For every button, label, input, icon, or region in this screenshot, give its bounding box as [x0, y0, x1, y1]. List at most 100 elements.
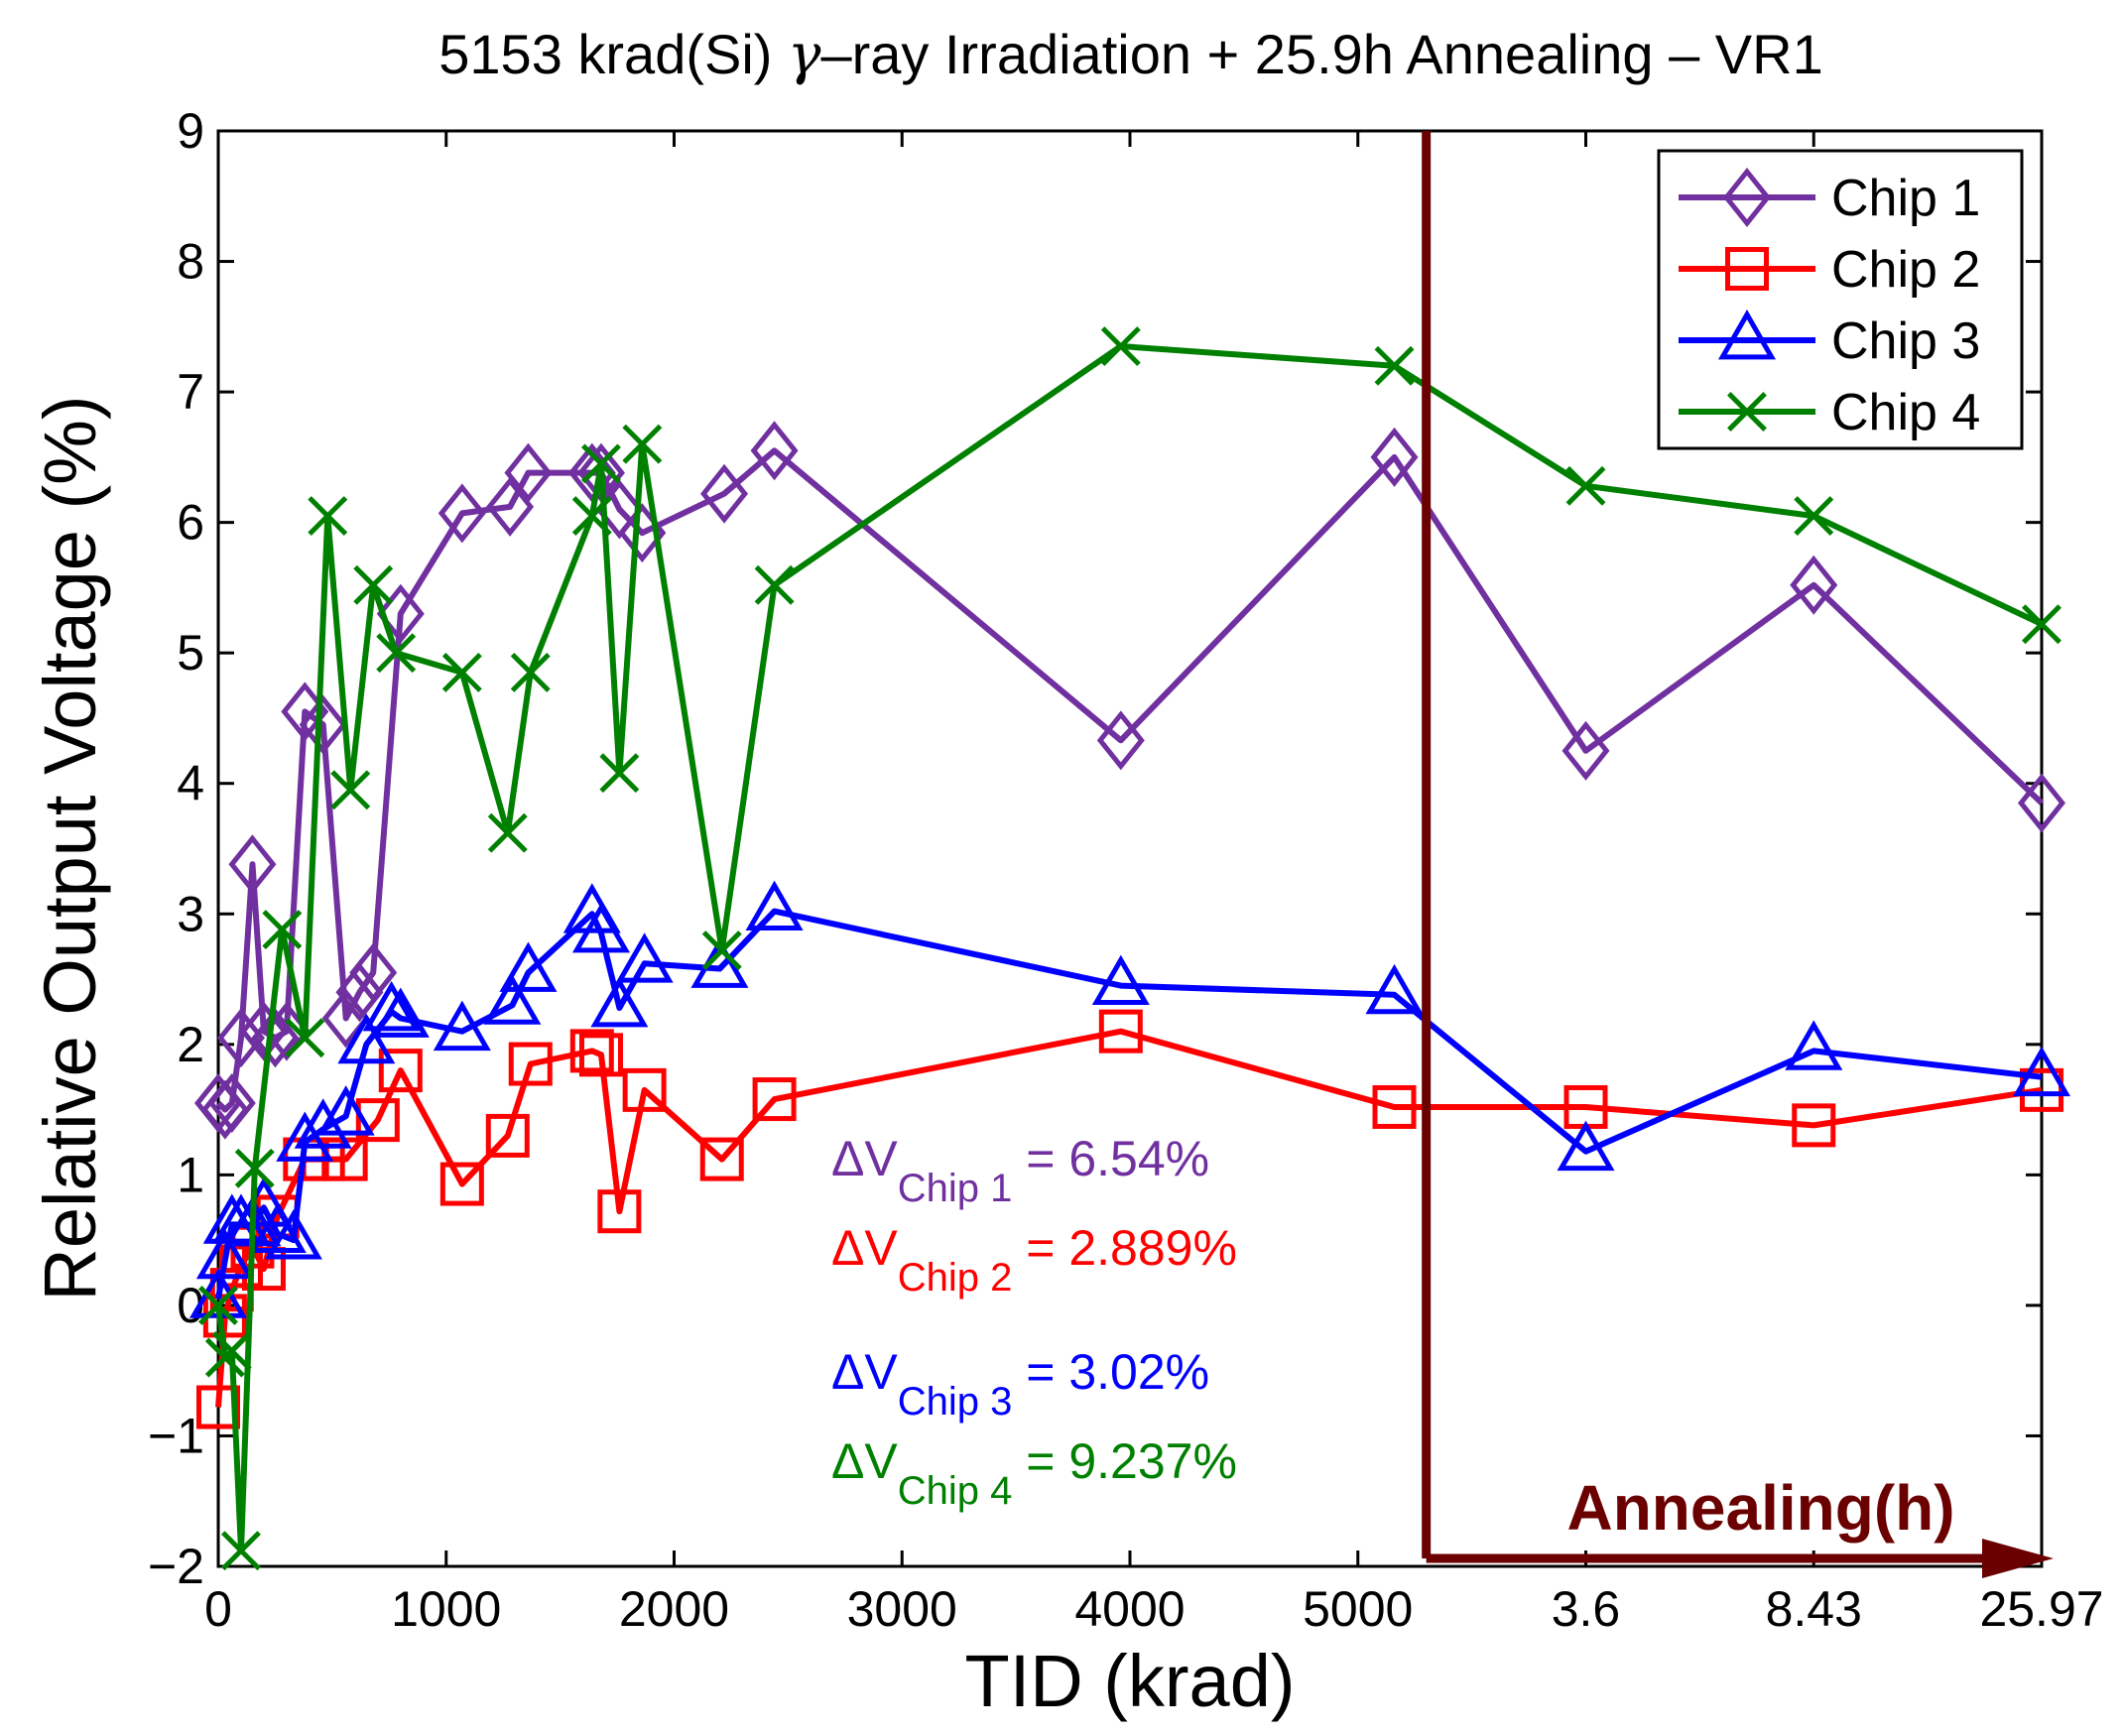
delta-v-subscript: Chip 2 — [898, 1256, 1013, 1300]
diamond-marker — [1722, 167, 1772, 228]
x-marker — [353, 564, 394, 605]
delta-v-value: = 3.02% — [1012, 1344, 1209, 1400]
delta-v-subscript: Chip 1 — [898, 1167, 1013, 1210]
triangle-marker — [362, 980, 421, 1032]
triangle-marker — [337, 1013, 396, 1064]
x-marker-stroke — [221, 1531, 261, 1571]
x-marker — [1794, 496, 1834, 537]
diamond-marker — [2017, 773, 2066, 833]
delta-v-value: = 6.54% — [1012, 1131, 1209, 1186]
diamond-marker — [1790, 555, 1838, 615]
diamond-marker — [1561, 720, 1610, 781]
triangle-marker — [264, 1209, 322, 1260]
x-marker-stroke — [1727, 392, 1767, 432]
square-marker — [699, 1137, 744, 1181]
x-marker — [376, 633, 417, 674]
y-tick-label: 5 — [177, 625, 204, 681]
diamond-marker — [700, 463, 749, 524]
square-marker — [752, 1077, 797, 1122]
triangle-marker — [371, 987, 430, 1038]
delta-v-chip3: ΔVChip 3 = 3.02% — [831, 1344, 1209, 1424]
square-marker — [597, 1189, 642, 1234]
square-marker — [1098, 1009, 1143, 1054]
square-marker — [1792, 1103, 1836, 1148]
triangle-marker — [195, 1228, 254, 1280]
triangle-marker — [316, 1085, 375, 1136]
diamond-marker — [567, 442, 616, 503]
x-marker-stroke — [581, 443, 621, 484]
diamond-marker — [1096, 710, 1145, 771]
diamond-marker — [750, 421, 799, 481]
legend-label: Chip 4 — [1831, 384, 1980, 441]
x-marker-stroke — [1565, 465, 1606, 506]
legend-entry-chip2: Chip 2 — [1679, 241, 1980, 299]
diamond-marker — [335, 962, 384, 1023]
triangle-marker — [590, 976, 649, 1028]
diamond-marker — [207, 1073, 256, 1134]
legend-entry-chip1: Chip 1 — [1679, 167, 1980, 228]
square-marker — [578, 1033, 623, 1077]
y-tick-label: 2 — [177, 1017, 204, 1072]
x-marker-stroke — [754, 564, 795, 605]
x-marker-stroke — [198, 1285, 238, 1325]
x-tick-label: 3.6 — [1552, 1581, 1621, 1637]
square-marker — [1372, 1084, 1417, 1129]
x-marker-stroke — [1374, 345, 1415, 386]
chip3-line — [215, 908, 2043, 1300]
delta-v-symbol: ΔV — [831, 1220, 898, 1276]
square-marker — [439, 1162, 484, 1206]
delta-v-subscript: Chip 4 — [898, 1469, 1013, 1513]
chip1-line — [215, 447, 2045, 1113]
x-marker-stroke — [285, 1018, 325, 1058]
x-marker-stroke — [1100, 326, 1141, 367]
y-tick-label: −1 — [148, 1408, 204, 1463]
x-marker-stroke — [599, 753, 640, 794]
diamond-marker — [349, 942, 398, 1003]
legend-entry-chip3: Chip 3 — [1679, 309, 1980, 370]
series-chip4 — [198, 326, 2061, 1571]
x-marker — [571, 496, 612, 537]
x-axis-label: TID (krad) — [965, 1640, 1296, 1722]
x-marker — [1727, 392, 1767, 432]
diamond-marker — [299, 694, 347, 755]
chart-title-gamma: γ — [788, 23, 821, 87]
x-marker-stroke — [1794, 496, 1834, 537]
triangle-marker — [499, 941, 558, 992]
legend-entry-chip4: Chip 4 — [1679, 384, 1980, 441]
delta-v-chip2: ΔVChip 2 = 2.889% — [831, 1220, 1237, 1300]
chart-title: 5153 krad(Si) γ–ray Irradiation + 25.9h … — [438, 23, 1822, 87]
diamond-marker — [216, 1008, 265, 1068]
triangle-marker — [248, 1202, 307, 1253]
delta-v-symbol: ΔV — [831, 1131, 898, 1186]
x-marker — [622, 424, 663, 464]
x-marker-stroke — [353, 564, 394, 605]
triangle-marker — [294, 1098, 352, 1149]
x-marker — [581, 443, 621, 484]
x-marker — [262, 910, 303, 950]
x-marker-stroke — [487, 812, 528, 853]
series-chip1 — [193, 421, 2066, 1140]
delta-v-annotations: ΔVChip 1 = 6.54%ΔVChip 2 = 2.889%ΔVChip … — [831, 1131, 1237, 1513]
x-marker — [1100, 326, 1141, 367]
square-marker — [1725, 247, 1769, 291]
chart-title-main: 5153 krad(Si) — [438, 23, 788, 85]
y-tick-label: 9 — [177, 103, 204, 159]
x-tick-label: 4000 — [1074, 1581, 1185, 1637]
square-marker — [569, 1029, 614, 1073]
x-marker — [330, 770, 371, 810]
delta-v-value: = 2.889% — [1012, 1220, 1237, 1276]
x-marker — [285, 1018, 325, 1058]
x-marker — [754, 564, 795, 605]
x-marker — [701, 930, 742, 971]
x-marker-stroke — [701, 930, 742, 971]
y-tick-label: 8 — [177, 234, 204, 290]
triangle-marker — [1557, 1120, 1615, 1172]
x-marker — [487, 812, 528, 853]
delta-v-symbol: ΔV — [831, 1433, 898, 1489]
annealing-arrow-head — [1982, 1539, 2054, 1578]
x-marker-stroke — [211, 1330, 252, 1371]
triangle-marker — [483, 974, 542, 1025]
square-marker — [2020, 1067, 2063, 1112]
square-marker — [508, 1042, 553, 1086]
